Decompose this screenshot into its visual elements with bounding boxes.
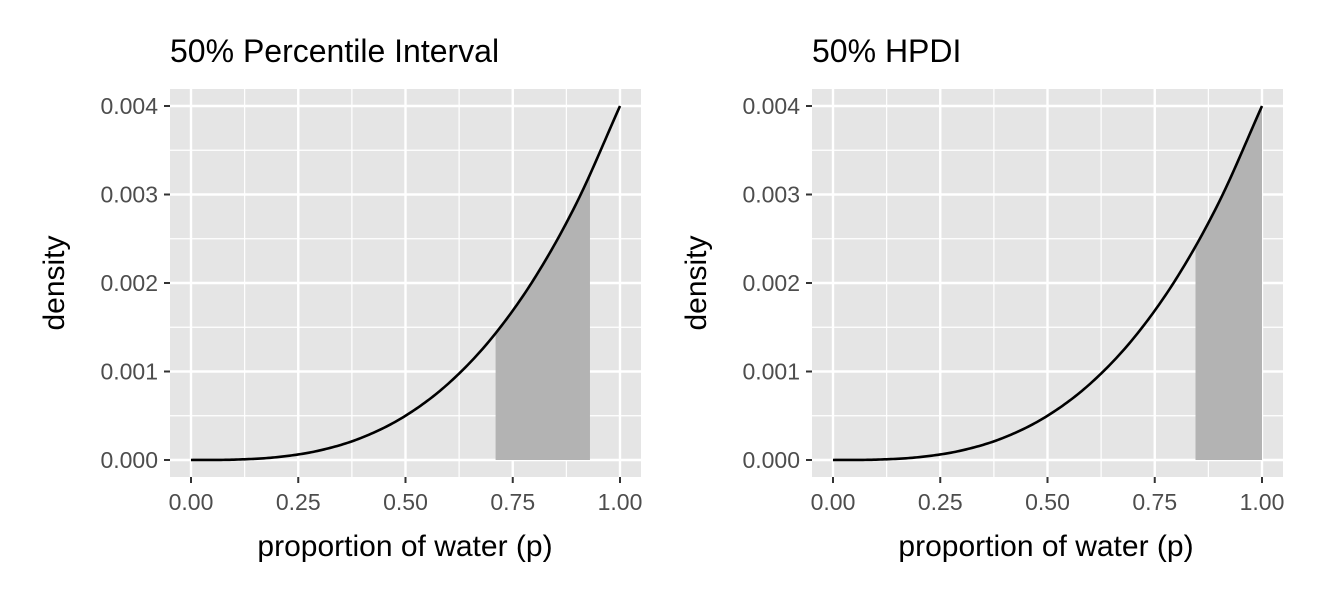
x-tick-label: 0.00 [169, 489, 214, 515]
y-tick-label: 0.003 [100, 182, 158, 208]
chart-panel-1: 0.00 0.25 0.50 0.75 1.00 0.000 0.001 0.002 0.003… [38, 33, 642, 563]
chart-panel-2: 0.00 0.25 0.50 0.75 1.00 0.000 0.001 0.002 0.003… [680, 33, 1284, 563]
x-tick-label: 0.25 [276, 489, 321, 515]
y-tick-label: 0.001 [742, 359, 800, 385]
chart-title: 50% Percentile Interval [170, 33, 499, 69]
density-curve [832, 105, 1264, 462]
shaded-interval [495, 174, 590, 460]
y-tick-label: 0.000 [742, 447, 800, 473]
chart-title: 50% HPDI [812, 33, 961, 69]
x-tick-label: 0.50 [383, 489, 428, 515]
y-tick-label: 0.002 [100, 270, 158, 296]
y-axis-title: density [680, 235, 713, 330]
x-tick-label: 0.75 [490, 489, 535, 515]
y-axis-title: density [38, 235, 71, 330]
y-tick-label: 0.003 [742, 182, 800, 208]
x-tick-label: 1.00 [1240, 489, 1285, 515]
shaded-interval [1195, 106, 1262, 460]
x-tick-label: 0.50 [1025, 489, 1070, 515]
x-axis-title: proportion of water (p) [898, 530, 1193, 563]
y-tick-label: 0.001 [100, 359, 158, 385]
density-curve [190, 105, 622, 462]
x-axis-title: proportion of water (p) [257, 530, 552, 563]
x-tick-label: 0.25 [918, 489, 963, 515]
y-tick-label: 0.000 [100, 447, 158, 473]
x-tick-label: 0.75 [1132, 489, 1177, 515]
x-tick-label: 1.00 [598, 489, 643, 515]
y-tick-label: 0.004 [100, 93, 158, 119]
y-tick-label: 0.002 [742, 270, 800, 296]
y-tick-label: 0.004 [742, 93, 800, 119]
x-tick-label: 0.00 [811, 489, 856, 515]
